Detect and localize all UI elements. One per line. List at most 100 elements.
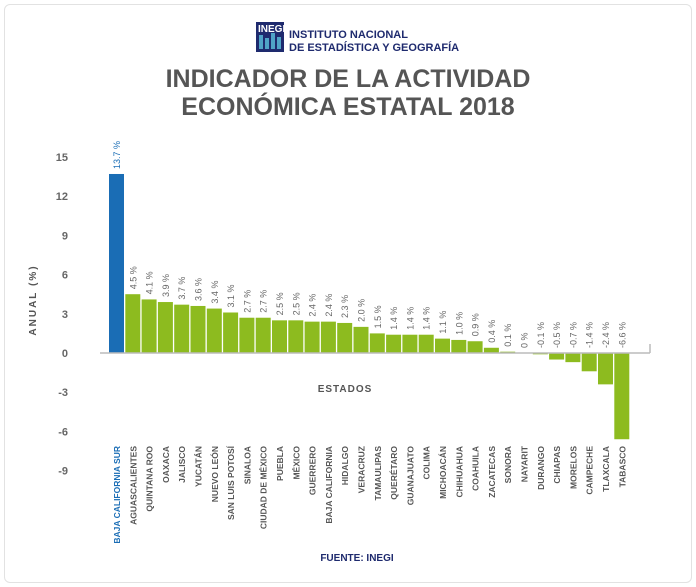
x-tick-label: BAJA CALIFORNIA [324,446,334,524]
data-label: 3.9 % [161,274,171,297]
data-label: 4.5 % [128,266,138,289]
data-label: 3.1 % [226,284,236,307]
data-label: 4.1 % [145,271,155,294]
y-tick-label: 3 [62,309,68,321]
x-tick-label: TLAXCALA [601,446,611,492]
bar [353,326,369,353]
data-label: 1.5 % [373,305,383,328]
bar [598,353,613,385]
x-tick-label: TABASCO [617,446,627,488]
x-tick-label: TAMAULIPAS [373,446,383,501]
bar [451,339,467,353]
x-tick-label: JALISCO [177,446,187,483]
x-tick-label: SAN LUIS POTOSÍ [226,445,236,520]
y-tick-label: 12 [56,191,68,203]
data-label: 0 % [520,332,530,348]
source-note: FUENTE: INEGI [320,553,394,564]
x-tick-label: BAJA CALIFORNIA SUR [112,446,122,544]
x-tick-label: QUINTANA ROO [145,446,155,512]
y-tick-label: 15 [56,152,68,164]
x-tick-label: PUEBLA [275,446,285,481]
data-label: 3.6 % [194,278,204,301]
bar [125,294,141,353]
x-tick-label: SINALOA [242,446,252,484]
bar [320,321,336,353]
data-label: -2.4 % [601,322,611,348]
x-tick-label: CHIHUAHUA [454,446,464,497]
data-label: 1.4 % [389,307,399,330]
y-tick-label: -9 [58,466,68,478]
data-label: 2.3 % [340,295,350,318]
bar [272,320,287,353]
logo-line1: INSTITUTO NACIONAL [289,29,408,41]
logo-line2: DE ESTADÍSTICA Y GEOGRAFÍA [289,41,459,54]
title-line2: ECONÓMICA ESTATAL 2018 [181,91,514,121]
x-tick-label: ZACATECAS [487,446,497,498]
data-label: 0.4 % [487,320,497,343]
x-tick-label: OAXACA [161,446,171,483]
x-tick-label: NAYARIT [520,445,530,482]
bar [255,317,271,353]
data-label: 3.7 % [177,277,187,300]
x-tick-label: QUERÉTARO [389,446,399,500]
bar [614,353,630,440]
bar [467,341,483,353]
x-tick-label: VERACRUZ [357,446,367,493]
y-tick-label: -3 [58,387,68,399]
y-tick-label: 6 [62,270,68,282]
x-tick-label: CAMPECHE [585,446,595,495]
data-label: 2.4 % [324,294,334,317]
data-label: 13.7 % [112,141,122,169]
data-label: 2.5 % [275,292,285,315]
data-label: -6.6 % [617,322,627,348]
x-tick-label: MORELOS [568,446,578,489]
x-tick-label: GUANAJUATO [405,446,415,506]
bar [206,308,222,353]
bar [418,334,434,353]
bar [109,173,124,353]
data-label: 0.1 % [503,324,513,347]
data-label: -0.7 % [568,322,578,348]
bar [223,312,239,353]
data-label: 1.1 % [438,311,448,334]
inegi-logo: INEGI INSTITUTO NACIONAL DE ESTADÍSTICA … [256,22,459,54]
data-label: 2.7 % [259,290,269,313]
data-label: -1.4 % [585,322,595,348]
x-tick-label: CIUDAD DE MÉXICO [259,446,269,530]
x-tick-label: MÉXICO [291,446,301,480]
x-tick-label: DURANGO [536,446,546,490]
data-label: -0.5 % [552,322,562,348]
data-label: 1.4 % [422,307,432,330]
chart-frame [4,4,692,583]
bar [581,353,597,372]
bar [369,333,385,353]
data-label: -0.1 % [536,322,546,348]
y-axis-title: ANUAL (%) [28,264,39,335]
x-tick-label: COLIMA [422,446,432,480]
x-axis-title: ESTADOS [318,384,373,395]
bar [288,320,304,353]
data-label: 3.4 % [210,281,220,304]
bar [239,317,255,353]
logo-mark-text: INEGI [258,24,285,35]
y-tick-label: 0 [62,348,68,360]
x-tick-label: YUCATÁN [194,446,204,487]
bar [304,321,320,353]
x-tick-label: SONORA [503,446,513,483]
bar [549,353,565,360]
bar [337,322,353,353]
data-label: 2.0 % [357,299,367,322]
x-tick-label: GUERRERO [308,446,318,496]
data-label: 2.5 % [291,292,301,315]
bar [157,302,173,353]
x-tick-label: AGUASCALIENTES [128,446,138,525]
bar [174,304,190,353]
bar [190,305,206,353]
bar [402,334,418,353]
x-tick-label: MICHOACÁN [438,446,448,499]
bar [141,299,157,353]
data-label: 1.4 % [405,307,415,330]
y-tick-label: 9 [62,230,68,242]
bar [435,338,450,353]
